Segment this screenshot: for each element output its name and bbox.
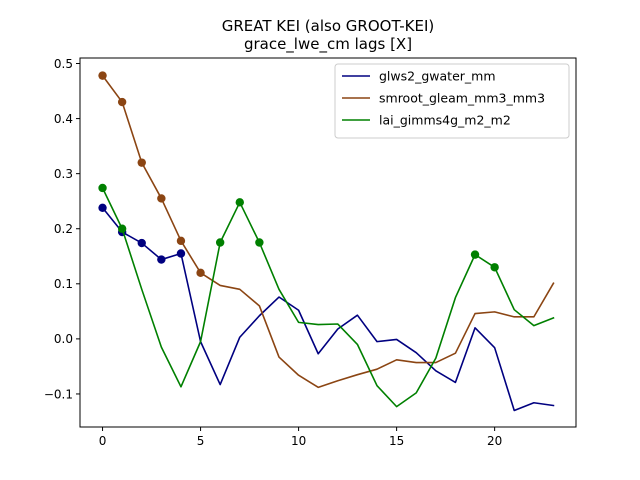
series-2-marker: [98, 183, 107, 193]
chart-title: GREAT KEI (also GROOT-KEI): [222, 17, 434, 35]
series-1-marker: [157, 194, 166, 203]
series-2-marker: [490, 263, 499, 272]
series-2-marker: [117, 224, 127, 233]
series-2-marker: [255, 238, 264, 247]
y-tick-label: −0.1: [44, 387, 73, 401]
series-2-marker: [215, 238, 225, 247]
series-2-marker: [470, 250, 480, 259]
x-tick-label: 10: [291, 434, 306, 448]
series-0-marker: [157, 255, 166, 264]
legend-box: [334, 63, 570, 139]
x-tick-label: 5: [197, 434, 205, 448]
legend-label-1: smroot_gleam_mm3_mm3: [379, 91, 545, 106]
series-2-marker: [235, 198, 244, 207]
y-tick-label: 0.2: [54, 222, 73, 236]
series-0-marker: [137, 238, 146, 248]
x-tick-label: 15: [389, 434, 404, 448]
series-0-marker: [176, 249, 186, 258]
axes: 0 5 10 15 20 −0.1 0.0 0.1 0.2 0.3 0.4 0.5: [44, 57, 577, 448]
y-tick-label: 0.0: [54, 332, 73, 346]
plot-area: [98, 71, 555, 412]
y-tick-label: 0.5: [54, 57, 73, 71]
legend-label-0: glws2_gwater_mm: [379, 69, 496, 84]
series-1-marker: [117, 97, 127, 107]
y-tick-label: 0.1: [54, 277, 73, 291]
axes-frame: [79, 57, 577, 428]
x-tick-label: 20: [487, 434, 502, 448]
series-1-marker: [196, 268, 205, 277]
y-tick-label: 0.4: [54, 112, 73, 126]
series-1-marker: [176, 236, 186, 246]
y-tick-label: 0.3: [54, 167, 73, 181]
series-line-1: [101, 74, 555, 389]
legend-label-2: lai_gimms4g_m2_m2: [379, 113, 511, 128]
chart-subtitle: grace_lwe_cm lags [X]: [244, 35, 412, 54]
legend: glws2_gwater_mm smroot_gleam_mm3_mm3 lai_g…: [334, 63, 570, 139]
x-tick-label: 0: [99, 434, 107, 448]
series-1-marker: [98, 71, 107, 80]
series-1-marker: [137, 158, 146, 167]
series-0-marker: [98, 203, 107, 212]
